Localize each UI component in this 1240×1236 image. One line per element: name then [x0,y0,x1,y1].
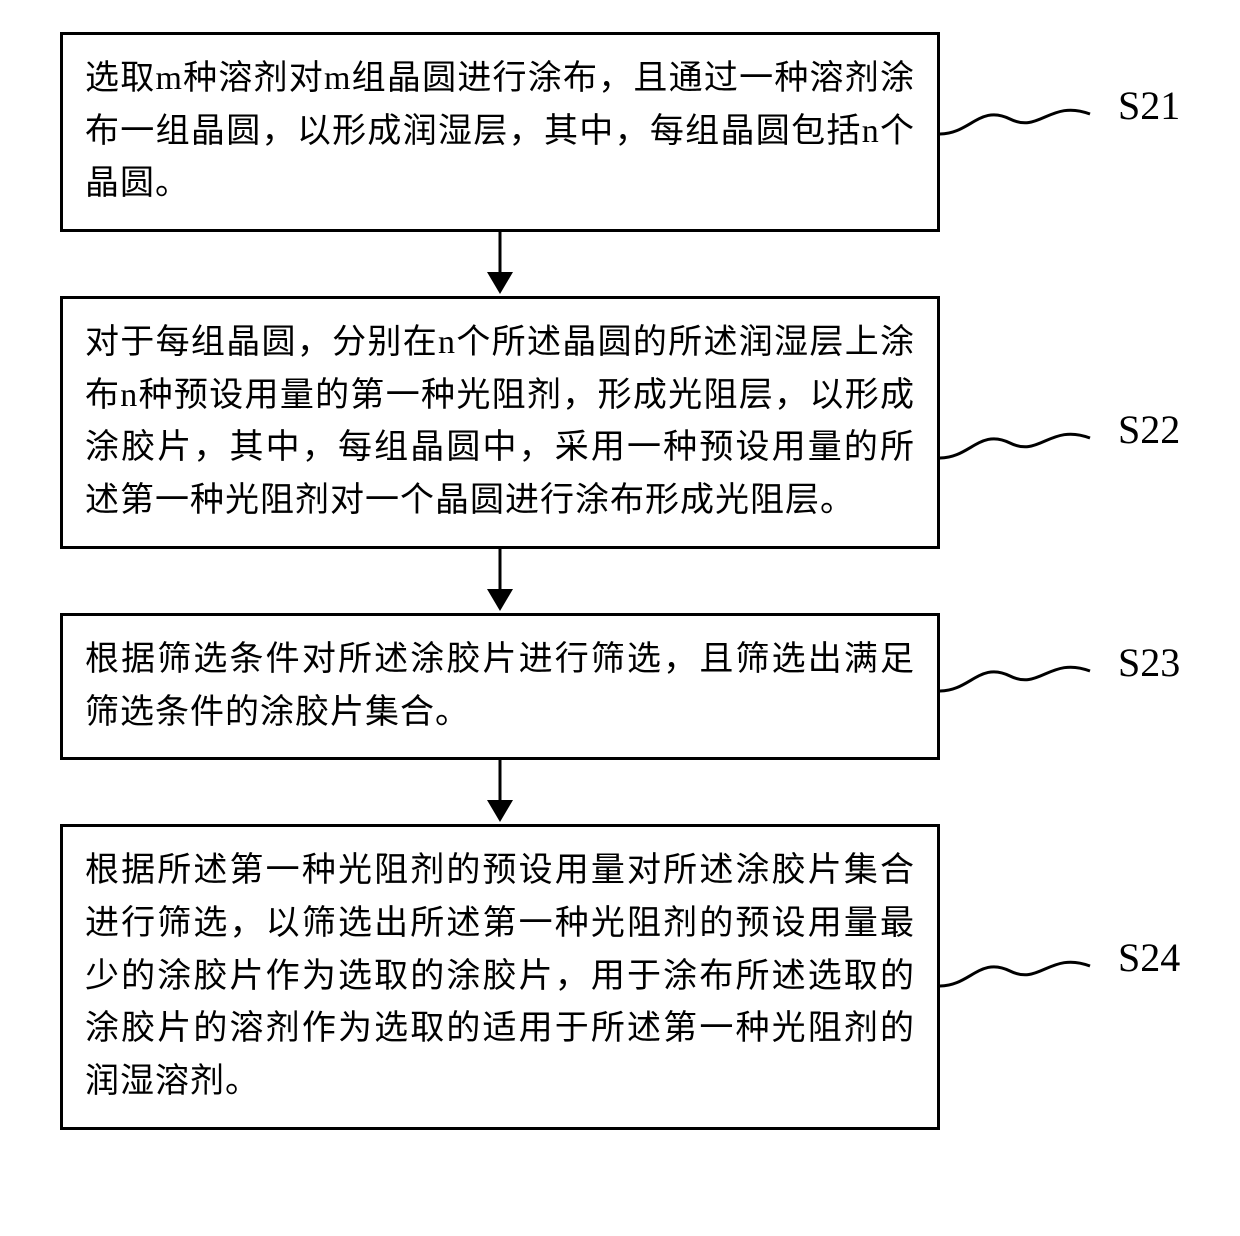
flow-text-s21: 选取m种溶剂对m组晶圆进行涂布，且通过一种溶剂涂布一组晶圆，以形成润湿层，其中，… [85,53,915,211]
flow-arrow [60,760,940,824]
arrow-head-icon [487,589,513,611]
connector-squiggle [940,94,1120,154]
arrow-line [499,760,502,802]
flow-step: 选取m种溶剂对m组晶圆进行涂布，且通过一种溶剂涂布一组晶圆，以形成润湿层，其中，… [60,32,1040,232]
flow-box-s21: 选取m种溶剂对m组晶圆进行涂布，且通过一种溶剂涂布一组晶圆，以形成润湿层，其中，… [60,32,940,232]
flow-box-s22: 对于每组晶圆，分别在n个所述晶圆的所述润湿层上涂布n种预设用量的第一种光阻剂，形… [60,296,940,549]
connector-squiggle [940,651,1120,711]
connector-squiggle [940,418,1120,478]
flow-box-s23: 根据筛选条件对所述涂胶片进行筛选，且筛选出满足筛选条件的涂胶片集合。 [60,613,940,760]
flow-arrow [60,232,940,296]
flow-text-s24: 根据所述第一种光阻剂的预设用量对所述涂胶片集合进行筛选，以筛选出所述第一种光阻剂… [85,845,915,1108]
step-label-s21: S21 [1118,82,1180,129]
flow-arrow [60,549,940,613]
step-label-s22: S22 [1118,406,1180,453]
arrow-line [499,549,502,591]
step-label-s23: S23 [1118,639,1180,686]
flow-step: 根据所述第一种光阻剂的预设用量对所述涂胶片集合进行筛选，以筛选出所述第一种光阻剂… [60,824,1040,1129]
arrow-head-icon [487,272,513,294]
flow-step: 根据筛选条件对所述涂胶片进行筛选，且筛选出满足筛选条件的涂胶片集合。 S23 [60,613,1040,760]
flow-text-s22: 对于每组晶圆，分别在n个所述晶圆的所述润湿层上涂布n种预设用量的第一种光阻剂，形… [85,317,915,528]
flow-text-s23: 根据筛选条件对所述涂胶片进行筛选，且筛选出满足筛选条件的涂胶片集合。 [85,634,915,739]
flow-box-s24: 根据所述第一种光阻剂的预设用量对所述涂胶片集合进行筛选，以筛选出所述第一种光阻剂… [60,824,940,1129]
arrow-head-icon [487,800,513,822]
arrow-line [499,232,502,274]
flowchart: 选取m种溶剂对m组晶圆进行涂布，且通过一种溶剂涂布一组晶圆，以形成润湿层，其中，… [60,32,1040,1130]
step-label-s24: S24 [1118,934,1180,981]
connector-squiggle [940,946,1120,1006]
flow-step: 对于每组晶圆，分别在n个所述晶圆的所述润湿层上涂布n种预设用量的第一种光阻剂，形… [60,296,1040,549]
